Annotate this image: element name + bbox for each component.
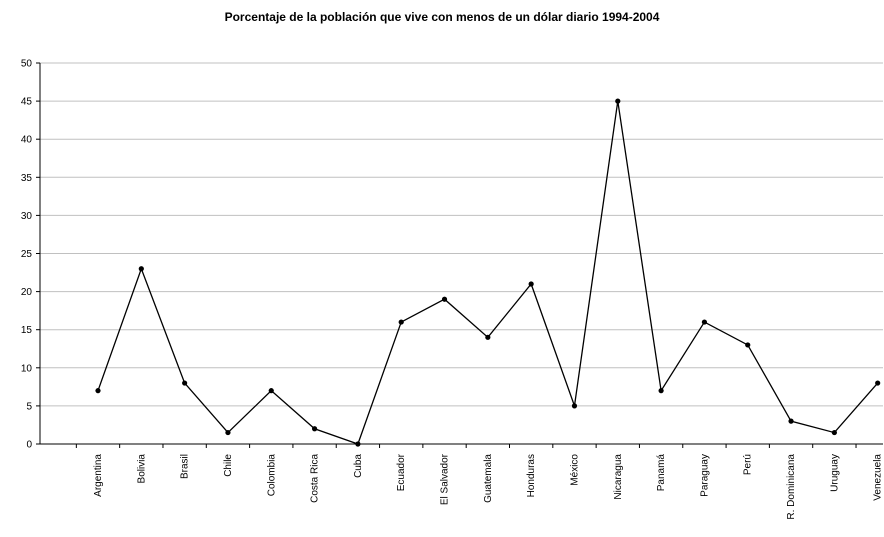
data-point <box>441 296 448 302</box>
data-point <box>182 380 188 386</box>
data-point <box>355 441 361 447</box>
axes <box>36 62 883 448</box>
x-tick-label: Ecuador <box>396 453 407 491</box>
data-point <box>571 403 578 409</box>
x-tick-label: Paraguay <box>699 454 710 497</box>
data-point <box>831 429 837 436</box>
y-tick-label: 15 <box>21 325 33 336</box>
data-point <box>528 281 534 287</box>
series-line <box>97 101 879 445</box>
x-tick-label: México <box>569 454 580 486</box>
data-point <box>225 429 231 436</box>
data-point <box>745 342 751 348</box>
x-tick-label: Cuba <box>353 454 364 478</box>
x-tick-label: El Salvador <box>440 453 451 505</box>
data-point <box>615 98 621 104</box>
x-tick-label: Uruguay <box>829 454 840 492</box>
x-tick-label: Nicaragua <box>613 454 624 500</box>
data-point <box>398 319 404 325</box>
y-tick-label: 5 <box>26 401 32 412</box>
data-point <box>658 388 664 394</box>
chart-title: Porcentaje de la población que vive con … <box>224 10 660 24</box>
x-tick-label: Venezuela <box>873 454 884 501</box>
x-tick-label: R. Dominicana <box>786 454 797 520</box>
x-tick-labels: Argentina Bolivia Brasil Chile Colombia Costa… <box>93 453 884 519</box>
y-tick-label: 40 <box>21 135 33 146</box>
y-tick-label: 35 <box>21 173 33 184</box>
x-tick-label: Bolivia <box>136 454 147 484</box>
y-tick-label: 10 <box>21 363 33 374</box>
data-point <box>875 380 881 386</box>
x-tick-label: Colombia <box>266 454 277 497</box>
y-tick-label: 50 <box>21 59 33 70</box>
x-tick-label: Chile <box>223 454 234 477</box>
y-tick-label: 20 <box>21 287 33 298</box>
x-tick-label: Argentina <box>93 454 104 497</box>
x-tick-label: Perú <box>743 454 754 475</box>
series <box>95 98 881 447</box>
y-tick-label: 30 <box>21 211 33 222</box>
data-point <box>485 334 491 340</box>
x-tick-label: Honduras <box>526 454 537 497</box>
y-tick-labels: 0 5 10 15 20 25 30 35 40 45 50 <box>21 59 33 451</box>
y-tick-label: 45 <box>21 97 33 108</box>
x-tick-label: Costa Rica <box>310 454 321 503</box>
x-tick-label: Panamá <box>656 454 667 492</box>
data-point <box>95 388 101 394</box>
data-point <box>268 388 274 394</box>
gridlines <box>40 62 883 407</box>
x-tick-label: Guatemala <box>483 454 494 503</box>
x-tick-label: Brasil <box>180 454 191 479</box>
y-tick-label: 25 <box>21 249 33 260</box>
data-point <box>788 418 794 424</box>
data-point <box>311 426 318 432</box>
data-point <box>701 319 708 325</box>
y-tick-label: 0 <box>26 440 32 451</box>
data-point <box>138 266 144 272</box>
